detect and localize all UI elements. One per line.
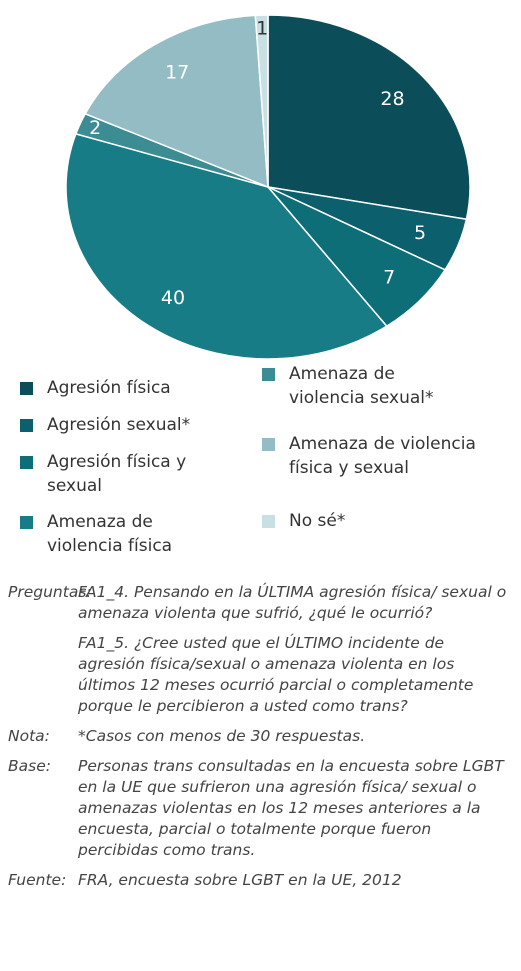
legend-label: Agresión física y sexual <box>47 452 187 496</box>
data-label: 5 <box>414 222 426 244</box>
legend-swatch <box>20 419 33 432</box>
legend-item: Amenaza de violencia física <box>20 510 190 558</box>
note-body: Personas trans consultadas en la encuest… <box>78 756 513 861</box>
note-row: Base: Personas trans consultadas en la en… <box>8 756 513 861</box>
pie-slice <box>65 132 388 360</box>
note-text: Personas trans consultadas en la encuest… <box>78 757 504 859</box>
note-text: FA1_4. Pensando en la ÚLTIMA agresión fí… <box>78 583 507 622</box>
legend-label: Agresión sexual* <box>47 415 191 435</box>
note-text: FA1_5. ¿Cree usted que el ÚLTIMO inciden… <box>78 634 474 715</box>
note-body: FRA, encuesta sobre LGBT en la UE, 2012 <box>78 870 402 891</box>
legend-item: Amenaza de violencia sexual* <box>262 362 462 410</box>
note-text: *Casos con menos de 30 respuestas. <box>78 727 366 745</box>
legend-item: Agresión física y sexual <box>20 450 190 498</box>
notes: Preguntas: FA1_4. Pensando en la ÚLTIMA a… <box>8 582 513 900</box>
legend-label: No sé* <box>289 511 346 531</box>
note-body: *Casos con menos de 30 respuestas. <box>78 726 365 747</box>
data-label: 1 <box>256 17 268 39</box>
legend-item: No sé* <box>262 509 462 533</box>
legend-label: Amenaza de violencia física <box>47 512 173 556</box>
legend-swatch <box>262 368 275 381</box>
note-label: Nota: <box>8 727 50 745</box>
note-text: FRA, encuesta sobre LGBT en la UE, 2012 <box>78 871 402 889</box>
note-label: Base: <box>8 757 51 775</box>
legend-label: Amenaza de violencia sexual* <box>289 364 434 408</box>
pie-slice <box>84 14 269 189</box>
legend-swatch <box>262 438 275 451</box>
data-label: 40 <box>161 287 185 309</box>
legend-swatch <box>20 382 33 395</box>
note-row: Preguntas: FA1_4. Pensando en la ÚLTIMA a… <box>8 582 513 717</box>
note-row: Fuente: FRA, encuesta sobre LGBT en la UE… <box>8 870 513 891</box>
legend-swatch <box>20 456 33 469</box>
pie-slice <box>267 14 471 221</box>
data-label: 7 <box>383 266 395 288</box>
legend-swatch <box>262 515 275 528</box>
legend-label: Amenaza de violencia física y sexual <box>289 434 476 478</box>
note-label: Preguntas: <box>8 583 92 601</box>
pie-chart: 28 57 40 2 17 1 <box>65 14 471 360</box>
legend-item: Agresión física <box>20 376 190 400</box>
data-label: 17 <box>165 62 189 84</box>
note-body: FA1_4. Pensando en la ÚLTIMA agresión fí… <box>78 582 513 717</box>
note-row: Nota: *Casos con menos de 30 respuestas. <box>8 726 513 747</box>
legend-item: Amenaza de violencia física y sexual <box>262 432 492 480</box>
legend-swatch <box>20 516 33 529</box>
note-label: Fuente: <box>8 871 67 889</box>
data-label: 2 <box>89 117 101 139</box>
data-label: 28 <box>380 88 404 110</box>
legend-item: Agresión sexual* <box>20 413 220 437</box>
legend-label: Agresión física <box>47 378 171 398</box>
pie-slice <box>254 14 269 188</box>
